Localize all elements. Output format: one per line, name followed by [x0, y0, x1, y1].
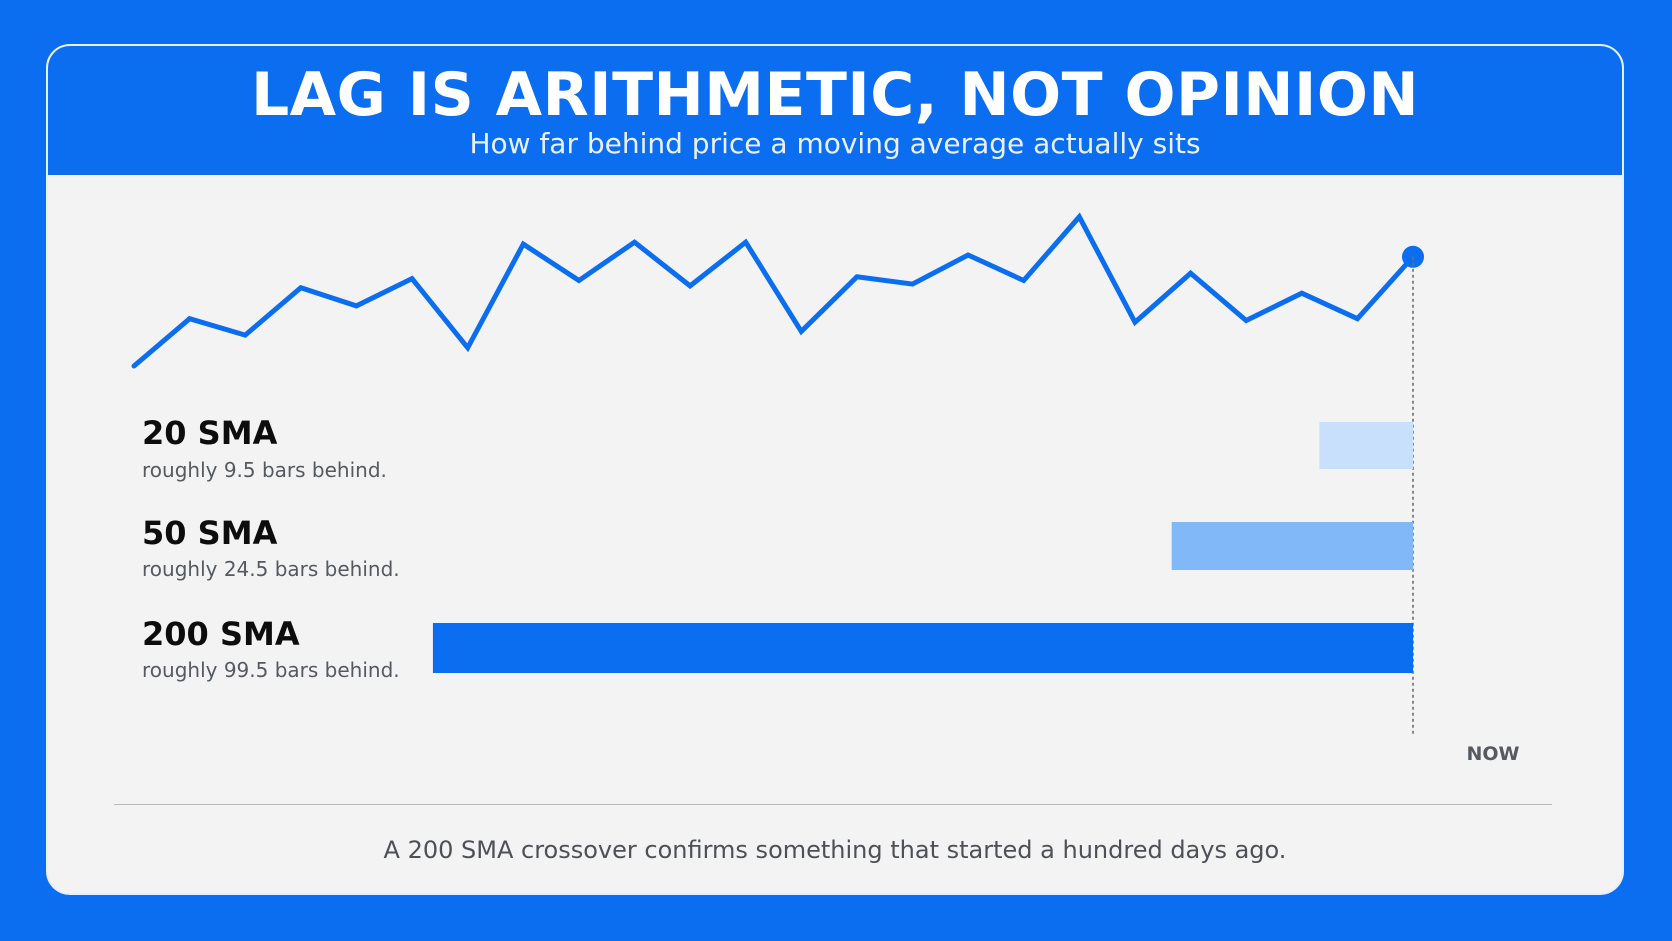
- sma-50-label: 50 SMA: [142, 514, 278, 552]
- lag-bar-20-sma: [1319, 422, 1413, 469]
- sma-20-label: 20 SMA: [142, 414, 278, 452]
- lag-bar-200-sma: [432, 623, 1413, 673]
- divider: [114, 804, 1552, 805]
- sma-20-note: roughly 9.5 bars behind.: [142, 458, 387, 482]
- price-now-dot: [1402, 245, 1424, 268]
- footer-caption: A 200 SMA crossover confirms something t…: [383, 836, 1287, 864]
- page-subtitle: How far behind price a moving average ac…: [469, 127, 1201, 160]
- sma-50-note: roughly 24.5 bars behind.: [142, 557, 400, 581]
- price-line: [131, 212, 1416, 369]
- sma-200-note: roughly 99.5 bars behind.: [142, 658, 400, 682]
- now-label: NOW: [1466, 743, 1520, 765]
- chart-card: LAG IS ARITHMETIC, NOT OPINION How far b…: [46, 44, 1624, 895]
- title-banner: LAG IS ARITHMETIC, NOT OPINION How far b…: [48, 46, 1622, 175]
- page-title: LAG IS ARITHMETIC, NOT OPINION: [250, 60, 1420, 130]
- lag-bar-50-sma: [1171, 522, 1413, 570]
- sma-200-label: 200 SMA: [142, 615, 300, 653]
- lag-chart: [131, 212, 1424, 736]
